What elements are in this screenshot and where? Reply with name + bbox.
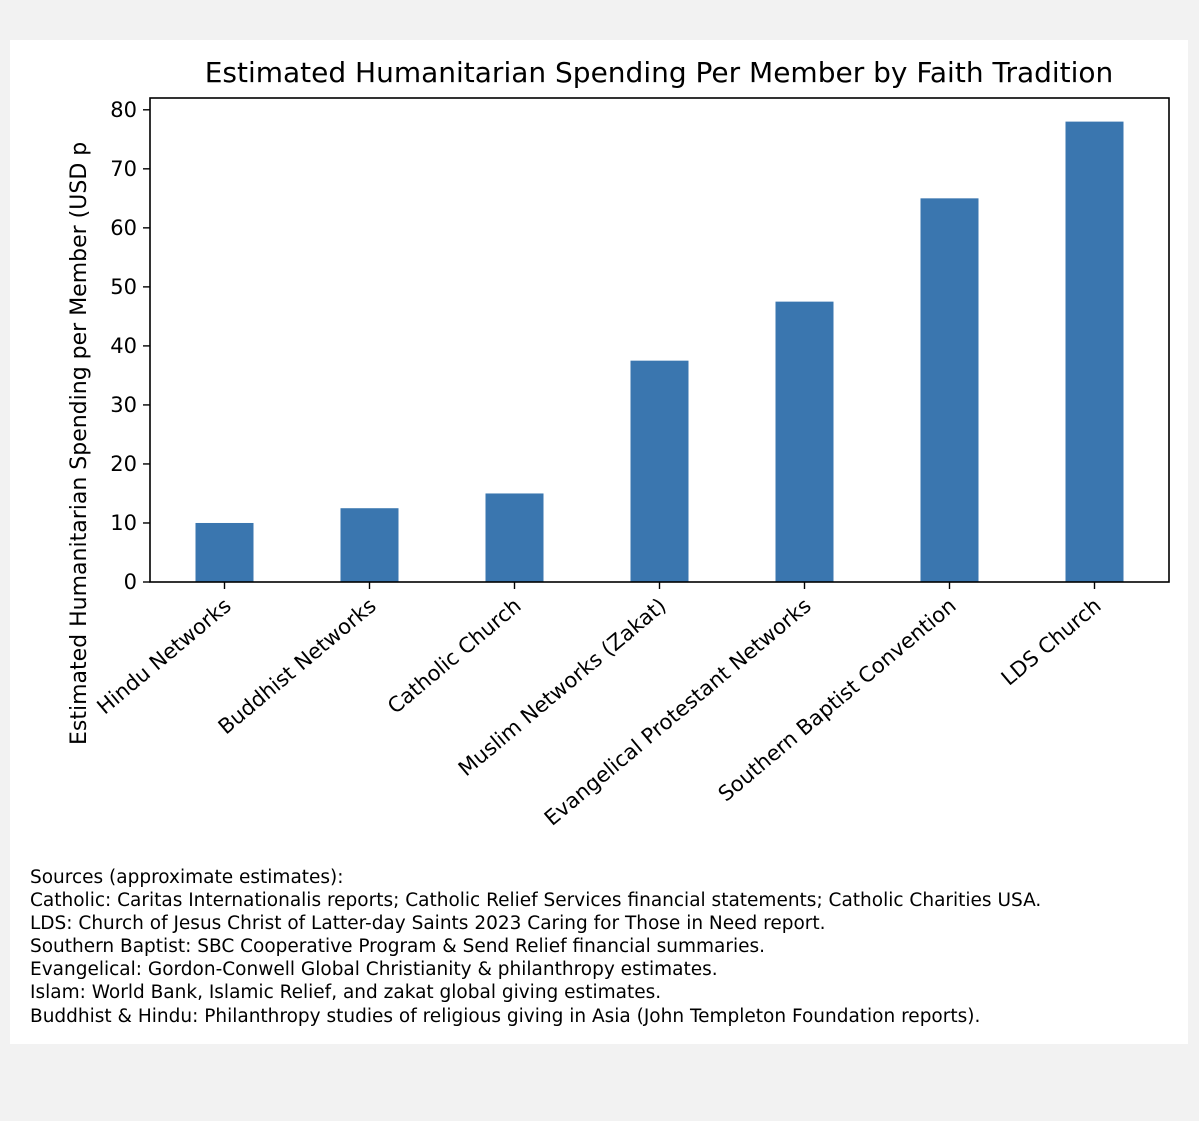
- y-tick-label: 50: [110, 275, 137, 299]
- source-line: Catholic: Caritas Internationalis report…: [30, 890, 1042, 912]
- bar: [195, 522, 254, 582]
- source-line: Southern Baptist: SBC Cooperative Progra…: [30, 936, 766, 958]
- bar: [1065, 121, 1124, 583]
- y-tick-label: 0: [124, 570, 137, 594]
- y-tick-label: 10: [110, 511, 137, 535]
- bar: [920, 198, 979, 582]
- bar: [485, 493, 544, 582]
- x-tick-label: LDS Church: [997, 593, 1106, 690]
- bar: [340, 508, 399, 582]
- x-tick-label: Evangelical Protestant Networks: [540, 593, 816, 830]
- sources-heading: Sources (approximate estimates):: [30, 867, 344, 888]
- x-tick-label: Southern Baptist Convention: [714, 593, 961, 806]
- source-line: LDS: Church of Jesus Christ of Latter-da…: [30, 913, 826, 935]
- y-tick-label: 20: [110, 452, 137, 476]
- x-tick-label: Hindu Networks: [92, 593, 235, 719]
- bar: [775, 301, 834, 582]
- y-tick-label: 40: [110, 334, 137, 358]
- y-tick-label: 60: [110, 216, 137, 240]
- y-tick-label: 80: [110, 98, 137, 122]
- sources-note: Sources (approximate estimates): Catholi…: [30, 866, 1041, 1028]
- bar: [630, 360, 689, 582]
- source-line: Evangelical: Gordon-Conwell Global Chris…: [30, 959, 718, 981]
- y-axis-label: Estimated Humanitarian Spending per Memb…: [67, 142, 92, 745]
- x-tick-label: Catholic Church: [383, 593, 526, 718]
- y-tick-label: 30: [110, 393, 137, 417]
- y-tick-label: 70: [110, 157, 137, 181]
- source-line: Buddhist & Hindu: Philanthropy studies o…: [30, 1005, 981, 1027]
- x-tick-label: Buddhist Networks: [214, 593, 381, 739]
- source-line: Islam: World Bank, Islamic Relief, and z…: [30, 982, 662, 1004]
- chart-title: Estimated Humanitarian Spending Per Memb…: [205, 56, 1114, 89]
